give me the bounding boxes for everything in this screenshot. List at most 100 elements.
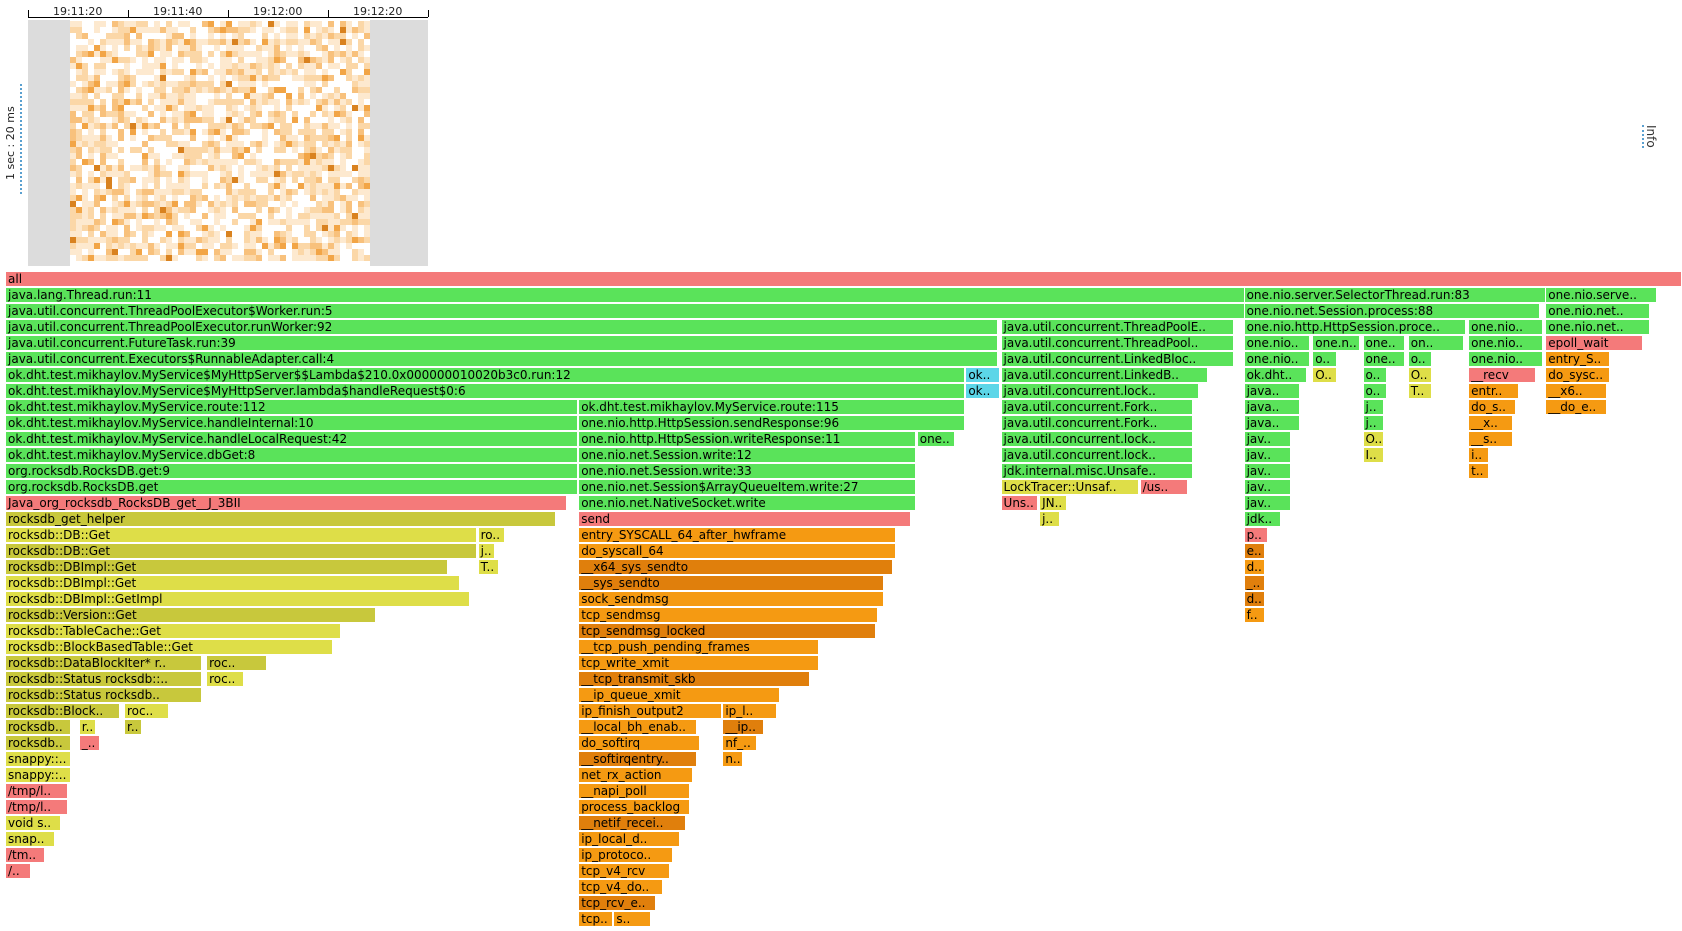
heatmap-cell[interactable]: [238, 213, 244, 219]
heatmap-cell[interactable]: [112, 243, 118, 249]
flame-frame[interactable]: one.nio.net.Session.process:88: [1244, 304, 1540, 318]
heatmap-cell[interactable]: [244, 129, 250, 135]
heatmap-cell[interactable]: [190, 105, 196, 111]
heatmap-cell[interactable]: [172, 63, 178, 69]
heatmap-cell[interactable]: [304, 51, 310, 57]
heatmap-cell[interactable]: [352, 189, 358, 195]
heatmap-cell[interactable]: [334, 105, 340, 111]
heatmap-cell[interactable]: [208, 225, 214, 231]
heatmap-cell[interactable]: [358, 75, 364, 81]
heatmap-cell[interactable]: [178, 141, 184, 147]
heatmap-cell[interactable]: [136, 165, 142, 171]
heatmap-cell[interactable]: [316, 63, 322, 69]
heatmap-cell[interactable]: [232, 147, 238, 153]
flame-frame[interactable]: ok.dht.test.mikhaylov.MyService.dbGet:8: [6, 448, 578, 462]
heatmap-cell[interactable]: [322, 183, 328, 189]
heatmap-cell[interactable]: [256, 195, 262, 201]
heatmap-cell[interactable]: [220, 99, 226, 105]
heatmap-cell[interactable]: [172, 141, 178, 147]
heatmap-cell[interactable]: [334, 195, 340, 201]
heatmap-cell[interactable]: [160, 225, 166, 231]
heatmap-cell[interactable]: [304, 129, 310, 135]
flame-frame[interactable]: one.nio.serve..: [1546, 288, 1657, 302]
heatmap-cell[interactable]: [154, 249, 160, 255]
heatmap-cell[interactable]: [76, 249, 82, 255]
heatmap-cell[interactable]: [88, 207, 94, 213]
heatmap-cell[interactable]: [196, 105, 202, 111]
heatmap-cell[interactable]: [70, 159, 76, 165]
heatmap-cell[interactable]: [238, 63, 244, 69]
heatmap-cell[interactable]: [226, 39, 232, 45]
heatmap-cell[interactable]: [160, 111, 166, 117]
heatmap-cell[interactable]: [328, 189, 334, 195]
heatmap-cell[interactable]: [124, 201, 130, 207]
heatmap-cell[interactable]: [334, 237, 340, 243]
heatmap-cell[interactable]: [280, 189, 286, 195]
heatmap-cell[interactable]: [166, 177, 172, 183]
heatmap-cell[interactable]: [82, 51, 88, 57]
heatmap-cell[interactable]: [196, 255, 202, 261]
heatmap-cell[interactable]: [226, 105, 232, 111]
heatmap-cell[interactable]: [160, 165, 166, 171]
heatmap-cell[interactable]: [256, 123, 262, 129]
flame-frame[interactable]: __do_e..: [1546, 400, 1607, 414]
heatmap-cell[interactable]: [268, 123, 274, 129]
flame-frame[interactable]: r..: [124, 720, 142, 734]
heatmap-cell[interactable]: [142, 213, 148, 219]
heatmap-cell[interactable]: [232, 189, 238, 195]
heatmap-cell[interactable]: [160, 45, 166, 51]
heatmap-cell[interactable]: [70, 201, 76, 207]
heatmap-cell[interactable]: [136, 99, 142, 105]
heatmap-cell[interactable]: [70, 243, 76, 249]
heatmap-cell[interactable]: [286, 165, 292, 171]
heatmap-cell[interactable]: [358, 141, 364, 147]
heatmap-cell[interactable]: [76, 33, 82, 39]
heatmap-cell[interactable]: [178, 189, 184, 195]
heatmap-cell[interactable]: [184, 177, 190, 183]
heatmap-cell[interactable]: [298, 45, 304, 51]
heatmap-cell[interactable]: [304, 147, 310, 153]
flame-frame[interactable]: one..: [917, 432, 955, 446]
heatmap-cell[interactable]: [334, 147, 340, 153]
flame-frame[interactable]: entry_S..: [1546, 352, 1610, 366]
heatmap-cell[interactable]: [130, 213, 136, 219]
heatmap-cell[interactable]: [304, 249, 310, 255]
heatmap-cell[interactable]: [286, 105, 292, 111]
heatmap-cell[interactable]: [304, 27, 310, 33]
heatmap-cell[interactable]: [82, 99, 88, 105]
heatmap-cell[interactable]: [178, 39, 184, 45]
flame-frame[interactable]: process_backlog: [579, 800, 690, 814]
heatmap-cell[interactable]: [148, 27, 154, 33]
heatmap-cell[interactable]: [70, 111, 76, 117]
heatmap-cell[interactable]: [160, 51, 166, 57]
heatmap-cell[interactable]: [196, 189, 202, 195]
heatmap-cell[interactable]: [118, 111, 124, 117]
heatmap-cell[interactable]: [178, 177, 184, 183]
heatmap-cell[interactable]: [328, 231, 334, 237]
heatmap-cell[interactable]: [262, 27, 268, 33]
flame-frame[interactable]: rocksdb::DataBlockIter* r..: [6, 656, 203, 670]
heatmap-cell[interactable]: [310, 213, 316, 219]
heatmap-cell[interactable]: [196, 69, 202, 75]
heatmap-cell[interactable]: [322, 123, 328, 129]
heatmap-cell[interactable]: [328, 27, 334, 33]
heatmap-cell[interactable]: [130, 243, 136, 249]
heatmap-cell[interactable]: [148, 213, 154, 219]
heatmap-cell[interactable]: [118, 69, 124, 75]
flame-frame[interactable]: ok..: [966, 368, 1000, 382]
flame-frame[interactable]: __tcp_transmit_skb: [579, 672, 811, 686]
heatmap-cell[interactable]: [226, 141, 232, 147]
heatmap-cell[interactable]: [196, 117, 202, 123]
heatmap-cell[interactable]: [220, 207, 226, 213]
heatmap-cell[interactable]: [286, 69, 292, 75]
heatmap-cell[interactable]: [304, 171, 310, 177]
heatmap-cell[interactable]: [196, 81, 202, 87]
heatmap-cell[interactable]: [118, 93, 124, 99]
heatmap-cell[interactable]: [196, 45, 202, 51]
heatmap-cell[interactable]: [322, 195, 328, 201]
heatmap-cell[interactable]: [178, 129, 184, 135]
heatmap-cell[interactable]: [172, 189, 178, 195]
heatmap-cell[interactable]: [148, 51, 154, 57]
heatmap-cell[interactable]: [358, 87, 364, 93]
heatmap-cell[interactable]: [292, 177, 298, 183]
